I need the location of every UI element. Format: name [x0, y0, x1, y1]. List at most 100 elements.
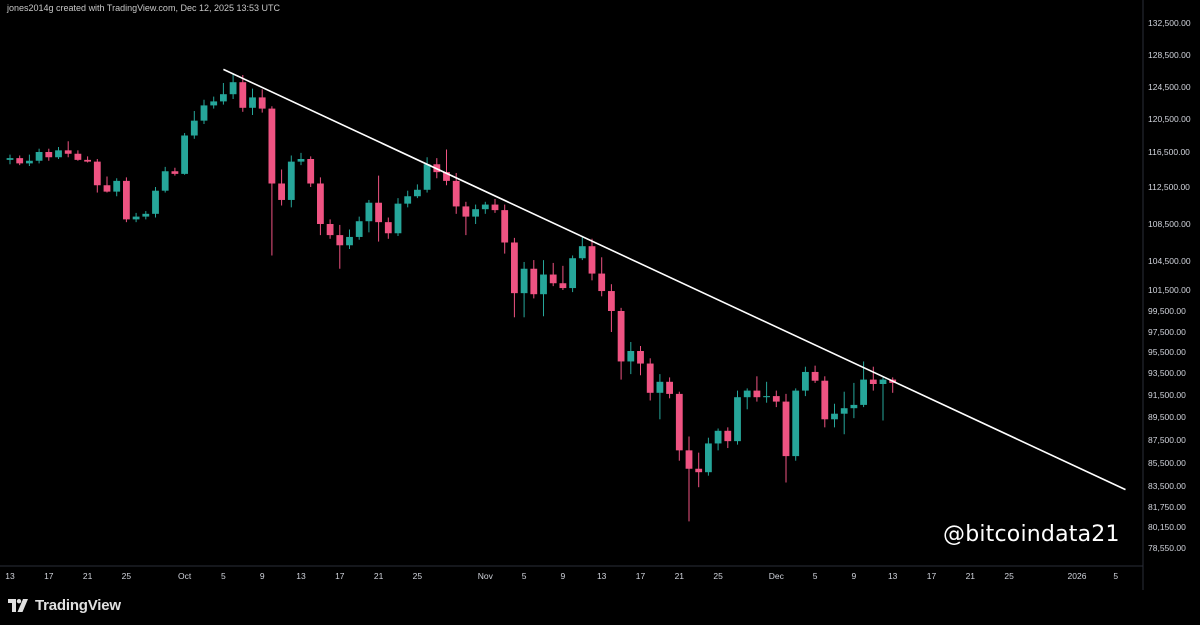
- candle: [423, 157, 431, 193]
- candle: [656, 374, 664, 420]
- resistance-trendline[interactable]: [223, 68, 1126, 491]
- candle-body: [414, 189, 421, 197]
- price-tick-label: 83,500.00: [1148, 481, 1186, 491]
- candle: [802, 366, 809, 397]
- candle: [113, 178, 121, 197]
- candle: [346, 229, 353, 249]
- price-tick-label: 80,150.00: [1148, 522, 1186, 532]
- candle-body: [540, 274, 547, 295]
- candle: [365, 199, 373, 233]
- candle-body: [297, 159, 305, 162]
- candle-body: [491, 204, 499, 211]
- candle: [190, 111, 198, 139]
- candle: [307, 156, 315, 187]
- candle: [452, 173, 460, 214]
- candle-body: [462, 206, 470, 217]
- candle: [617, 307, 625, 380]
- candle: [646, 358, 654, 401]
- candle: [220, 83, 227, 105]
- candle: [152, 187, 159, 218]
- candle: [384, 217, 392, 239]
- candle: [743, 388, 751, 410]
- candle: [588, 238, 596, 281]
- price-tick-label: 116,500.00: [1148, 147, 1190, 157]
- candle-body: [200, 105, 208, 121]
- time-tick-label: 5: [813, 571, 818, 581]
- candle-body: [656, 381, 664, 393]
- candle-body: [869, 379, 877, 384]
- candle-body: [831, 413, 838, 420]
- price-tick-label: 104,500.00: [1148, 256, 1191, 266]
- candle-body: [685, 450, 693, 469]
- candle-body: [501, 210, 509, 243]
- candle: [132, 212, 140, 223]
- candle: [627, 342, 635, 375]
- candle-body: [74, 153, 82, 160]
- candle-body: [93, 161, 101, 186]
- time-tick-label: 9: [561, 571, 566, 581]
- candle-body: [714, 430, 722, 444]
- candle: [666, 377, 673, 399]
- candle: [229, 73, 237, 99]
- candle-body: [287, 161, 295, 200]
- trendline-layer: [223, 68, 1126, 491]
- candle: [142, 211, 150, 220]
- candle: [491, 199, 499, 213]
- time-tick-label: 17: [335, 571, 345, 581]
- candle: [608, 284, 615, 332]
- candle-body: [695, 468, 703, 473]
- candle: [724, 427, 732, 449]
- candle: [637, 346, 644, 376]
- tradingview-brand[interactable]: TradingView: [8, 597, 121, 614]
- candle: [84, 156, 91, 163]
- chart-attribution: jones2014g created with TradingView.com,…: [7, 3, 280, 13]
- candle-body: [278, 183, 285, 200]
- time-tick-label: 21: [675, 571, 685, 581]
- time-tick-label: 2026: [1068, 571, 1087, 581]
- price-tick-label: 132,500.00: [1148, 18, 1191, 28]
- candle-body: [520, 268, 528, 294]
- price-tick-label: 120,500.00: [1148, 114, 1191, 124]
- tradingview-brand-label: TradingView: [35, 597, 121, 614]
- candle-body: [103, 185, 111, 192]
- price-tick-label: 85,500.00: [1148, 458, 1186, 468]
- candle: [860, 361, 867, 408]
- price-tick-label: 124,500.00: [1148, 82, 1191, 92]
- candle: [200, 99, 208, 124]
- candle-body: [326, 224, 334, 236]
- candle-body: [627, 351, 635, 362]
- candle-body: [220, 94, 227, 102]
- candle: [45, 148, 53, 161]
- time-tick-label: 25: [713, 571, 723, 581]
- tradingview-logo-icon: [8, 599, 28, 612]
- candle: [355, 216, 363, 240]
- candle: [869, 366, 877, 391]
- candle-body: [637, 351, 644, 364]
- candle-body: [210, 101, 218, 106]
- time-tick-label: 9: [260, 571, 265, 581]
- candle-body: [16, 158, 24, 164]
- candle: [763, 381, 770, 403]
- candle: [675, 391, 683, 461]
- price-axis[interactable]: 132,500.00 128,500.00 124,500.00 120,500.00…: [1148, 18, 1191, 553]
- candle-body: [443, 172, 450, 181]
- candle: [278, 169, 285, 206]
- candle: [850, 382, 858, 419]
- time-axis[interactable]: 13 17 21 25 Oct 5 9 13 17 21 25 Nov 5 9 13 17 21 25 Dec 5 9 1…: [5, 571, 1118, 581]
- candle: [501, 204, 509, 254]
- candle-body: [404, 196, 412, 204]
- footer-bar: [0, 590, 1200, 625]
- candle: [472, 204, 479, 224]
- candle-body: [860, 379, 867, 405]
- time-tick-label: 13: [296, 571, 306, 581]
- price-tick-label: 81,750.00: [1148, 502, 1186, 512]
- candle-body: [307, 159, 315, 184]
- time-tick-label: 25: [122, 571, 132, 581]
- candle-body: [239, 82, 247, 108]
- candle-body: [772, 396, 780, 402]
- candle: [695, 452, 703, 488]
- price-tick-label: 108,500.00: [1148, 219, 1191, 229]
- time-tick-label: 13: [597, 571, 607, 581]
- candle-body: [559, 283, 567, 289]
